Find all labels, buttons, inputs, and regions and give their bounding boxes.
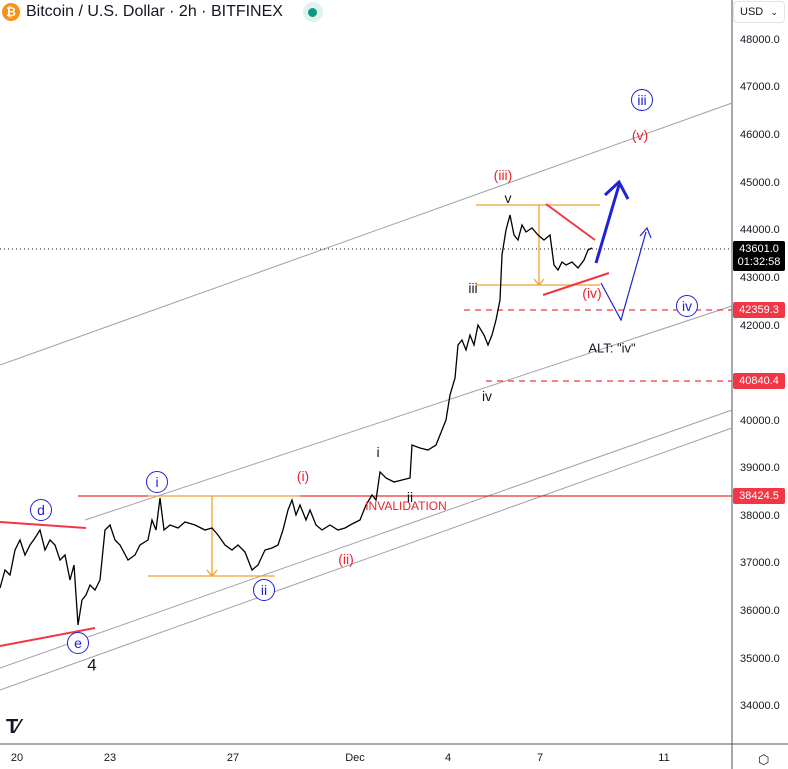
wave-label-i: i [376, 444, 380, 460]
x-tick: Dec [345, 752, 365, 764]
symbol-header: ₿ Bitcoin / U.S. Dollar · 2h · BITFINEX [0, 0, 323, 24]
level-tag-40840: 40840.4 [733, 373, 785, 389]
x-tick: 11 [658, 752, 670, 764]
projection-arrows [594, 179, 652, 322]
y-tick: 39000.0 [740, 462, 780, 474]
y-tick: 34000.0 [740, 700, 780, 712]
y-tick: 40000.0 [740, 415, 780, 427]
y-tick: 36000.0 [740, 605, 780, 617]
chart-title: Bitcoin / U.S. Dollar · 2h · BITFINEX [26, 3, 283, 20]
wave-label-v: v [504, 190, 512, 206]
tradingview-logo-icon[interactable]: T⁄ [6, 716, 19, 738]
wave-label-paren-i: (i) [296, 468, 310, 484]
x-tick: 4 [444, 752, 452, 764]
market-open-dot-icon [302, 2, 323, 22]
alt-iv-label: ALT: "iv" [588, 340, 636, 356]
x-tick: 7 [536, 752, 544, 764]
wave-label-circled-iv: iv [676, 295, 698, 317]
wave-label-circled-i: i [146, 471, 168, 493]
wave-label-circled-iii: iii [631, 89, 653, 111]
invalidation-label: INVALIDATION [365, 499, 447, 513]
wave-label-d: d [30, 499, 52, 521]
last-price-tag: 43601.0 01:32:58 [733, 241, 785, 271]
wave-label-4: 4 [87, 655, 97, 675]
y-tick: 48000.0 [740, 34, 780, 46]
y-tick: 35000.0 [740, 653, 780, 665]
last-price-value: 43601.0 [739, 243, 779, 255]
wave-label-paren-iii: (iii) [493, 167, 513, 183]
x-tick: 27 [226, 752, 240, 764]
wave-label-iii: iii [468, 280, 478, 296]
wave-label-ii: ii [406, 489, 414, 505]
y-tick: 37000.0 [740, 557, 780, 569]
wave-label-e: e [67, 632, 89, 654]
settings-gear-icon[interactable]: ⬡ [758, 752, 770, 767]
y-tick: 45000.0 [740, 177, 780, 189]
triangle-lines [0, 203, 610, 647]
wave-label-paren-iv: (iv) [582, 285, 602, 301]
y-tick: 42000.0 [740, 320, 780, 332]
bar-countdown: 01:32:58 [737, 256, 781, 268]
price-series [0, 214, 593, 626]
y-tick: 38000.0 [740, 510, 780, 522]
y-tick: 46000.0 [740, 129, 780, 141]
x-tick: 23 [103, 752, 117, 764]
channel-lines [0, 102, 733, 691]
wave-label-paren-v: (v) [631, 127, 649, 143]
chevron-down-icon: ⌄ [770, 6, 778, 17]
bitcoin-icon: ₿ [2, 3, 20, 21]
wave-label-circled-ii: ii [253, 579, 275, 601]
fib-measure-tools [148, 204, 600, 578]
y-tick: 47000.0 [740, 81, 780, 93]
level-tag-38424: 38424.5 [733, 488, 785, 504]
wave-label-paren-ii: (ii) [338, 551, 354, 567]
y-tick: 44000.0 [740, 224, 780, 236]
x-tick: 20 [10, 752, 24, 764]
wave-label-iv: iv [481, 388, 493, 404]
currency-selector[interactable]: USD ⌄ [733, 1, 785, 23]
y-tick: 43000.0 [740, 272, 780, 284]
level-tag-42359: 42359.3 [733, 302, 785, 318]
currency-label: USD [740, 6, 764, 18]
